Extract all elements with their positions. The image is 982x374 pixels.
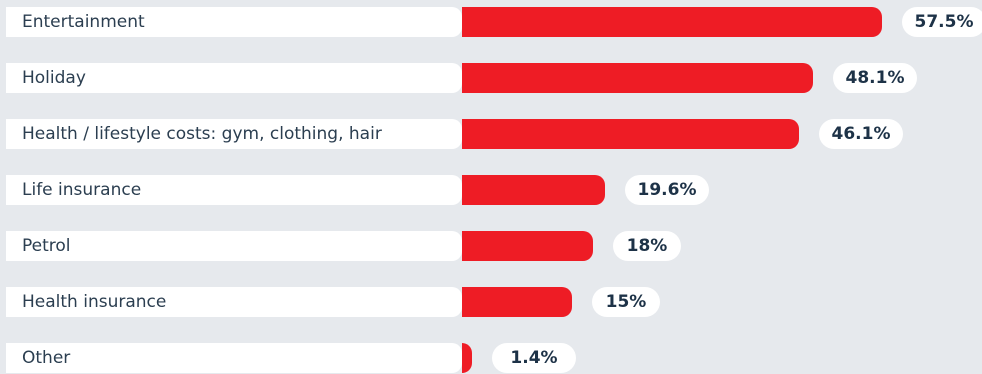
chart-row: Other 1.4% bbox=[6, 343, 982, 373]
bar bbox=[462, 7, 882, 37]
bar bbox=[462, 175, 605, 205]
value-label: 57.5% bbox=[902, 7, 982, 37]
category-label: Health / lifestyle costs: gym, clothing,… bbox=[6, 119, 462, 149]
chart-row: Life insurance 19.6% bbox=[6, 175, 982, 205]
chart-row: Entertainment 57.5% bbox=[6, 7, 982, 37]
category-label: Other bbox=[6, 343, 462, 373]
value-label: 15% bbox=[592, 287, 660, 317]
chart-row: Holiday 48.1% bbox=[6, 63, 982, 93]
value-label: 1.4% bbox=[492, 343, 576, 373]
bar bbox=[462, 287, 572, 317]
bar bbox=[462, 63, 813, 93]
category-label: Petrol bbox=[6, 231, 462, 261]
bar bbox=[462, 119, 799, 149]
bar bbox=[462, 231, 593, 261]
value-label: 48.1% bbox=[833, 63, 917, 93]
category-label: Health insurance bbox=[6, 287, 462, 317]
category-label: Holiday bbox=[6, 63, 462, 93]
chart-row: Petrol 18% bbox=[6, 231, 982, 261]
value-label: 18% bbox=[613, 231, 681, 261]
value-label: 46.1% bbox=[819, 119, 903, 149]
chart-row: Health insurance 15% bbox=[6, 287, 982, 317]
category-label: Life insurance bbox=[6, 175, 462, 205]
value-label: 19.6% bbox=[625, 175, 709, 205]
bar bbox=[462, 343, 472, 373]
chart-row: Health / lifestyle costs: gym, clothing,… bbox=[6, 119, 982, 149]
category-label: Entertainment bbox=[6, 7, 462, 37]
